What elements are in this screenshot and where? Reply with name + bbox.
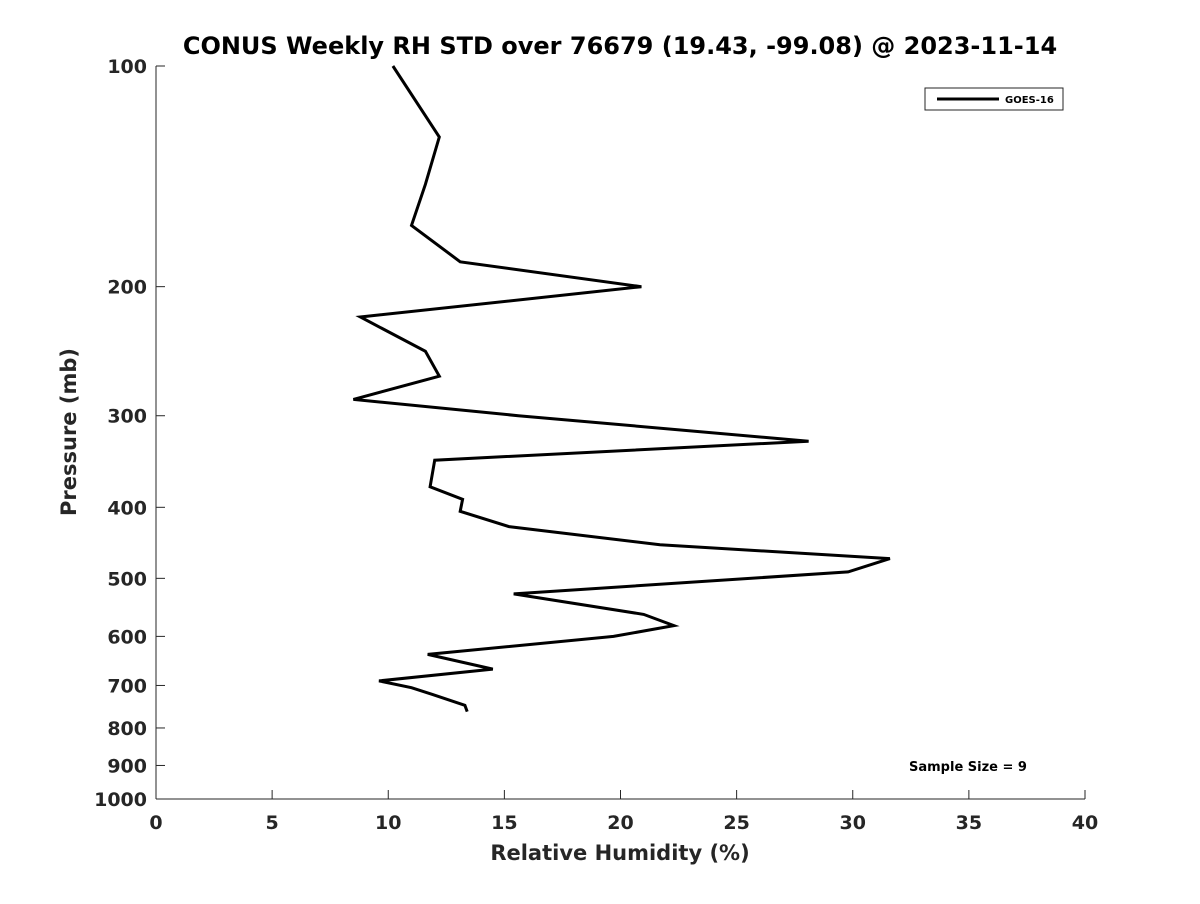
y-tick-label: 400 [107, 497, 147, 519]
series-line-goes-16 [353, 65, 891, 713]
y-tick-label: 300 [107, 406, 147, 428]
y-ticks: 100 200 300 400 500 600 700 800 900 1000 [94, 56, 165, 811]
series-layer [353, 65, 891, 713]
plot-area [156, 66, 1085, 799]
y-tick-label: 100 [107, 56, 147, 78]
x-ticks: 0 5 10 15 20 25 30 35 40 [149, 790, 1098, 834]
legend: GOES-16 [924, 87, 1064, 111]
x-axis-label: Relative Humidity (%) [490, 841, 749, 865]
legend-label: GOES-16 [1005, 95, 1054, 106]
x-tick-label: 0 [149, 812, 162, 834]
x-tick-label: 35 [956, 812, 982, 834]
sample-size-annotation: Sample Size = 9 [909, 760, 1027, 775]
x-tick-label: 20 [607, 812, 633, 834]
x-tick-label: 15 [491, 812, 517, 834]
y-tick-label: 900 [107, 755, 147, 777]
y-tick-label: 500 [107, 568, 147, 590]
x-tick-label: 30 [840, 812, 866, 834]
y-tick-label: 600 [107, 626, 147, 648]
chart-title: CONUS Weekly RH STD over 76679 (19.43, -… [183, 32, 1057, 60]
x-tick-label: 25 [723, 812, 749, 834]
y-tick-label: 200 [107, 277, 147, 299]
x-tick-label: 5 [266, 812, 279, 834]
y-tick-label: 1000 [94, 789, 147, 811]
y-tick-label: 700 [107, 675, 147, 697]
x-tick-label: 40 [1072, 812, 1098, 834]
y-tick-label: 800 [107, 718, 147, 740]
y-axis-label: Pressure (mb) [57, 348, 81, 516]
x-tick-label: 10 [375, 812, 401, 834]
